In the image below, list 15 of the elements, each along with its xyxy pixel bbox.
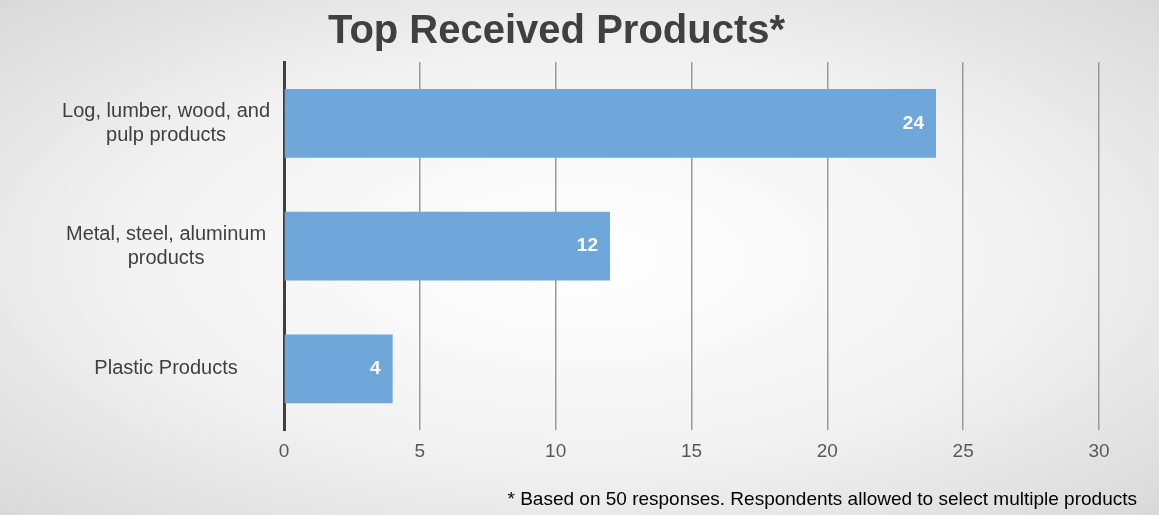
x-tick-label: 15 bbox=[680, 439, 703, 461]
x-tick-label: 25 bbox=[952, 439, 974, 461]
x-tick-label: 5 bbox=[414, 439, 426, 461]
chart-title: Top Received Products* bbox=[327, 7, 786, 52]
y-tick-label: Log, lumber, wood, and pulp products bbox=[62, 98, 270, 145]
data-label: 24 bbox=[902, 111, 925, 133]
x-tick-label: 30 bbox=[1088, 439, 1110, 461]
data-label: 4 bbox=[370, 357, 382, 379]
data-label: 12 bbox=[576, 234, 598, 256]
x-tick-label: 0 bbox=[278, 439, 290, 461]
y-tick-label: Plastic Products bbox=[94, 356, 238, 379]
x-tick-label: 10 bbox=[545, 439, 567, 461]
y-tick-label: Metal, steel, aluminum products bbox=[66, 221, 267, 268]
text: * Based on 50 responses. Respondents allowed to select multiple products bbox=[507, 488, 1137, 509]
x-tick-label: 20 bbox=[816, 439, 838, 461]
